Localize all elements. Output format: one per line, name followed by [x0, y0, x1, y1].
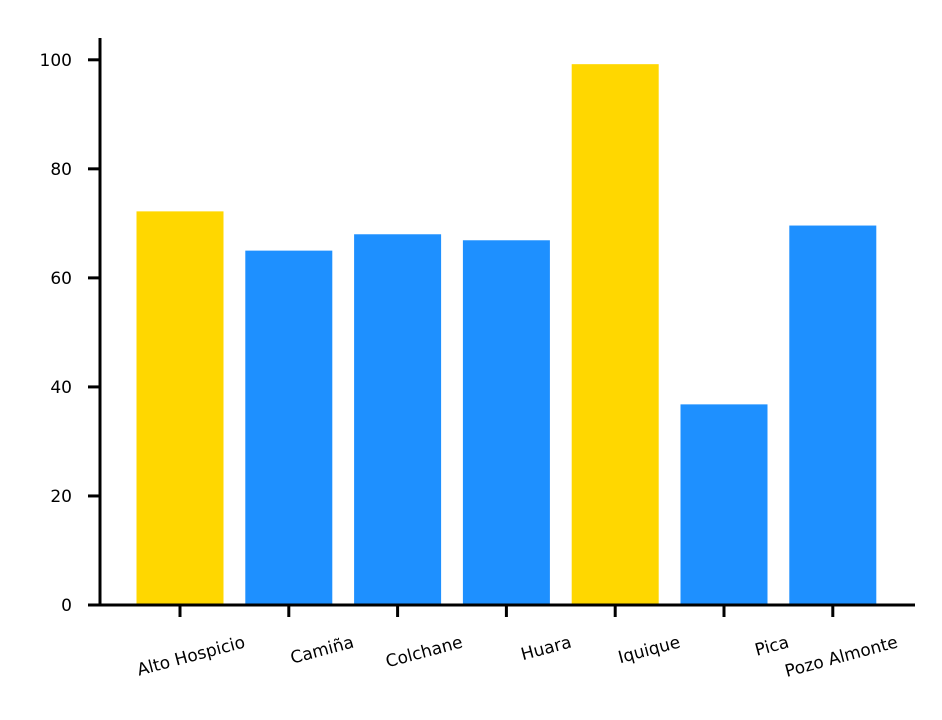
y-tick-label: 20 [50, 487, 72, 507]
x-tick-label: Alto Hospicio [135, 633, 247, 681]
y-tick-label: 40 [50, 378, 72, 398]
x-tick-label: Colchane [384, 633, 465, 673]
y-tick-label: 80 [50, 160, 72, 180]
x-tick-label: Pica [753, 633, 791, 661]
x-tick-label: Huara [519, 633, 574, 666]
bar [789, 225, 877, 606]
x-tick-label: Iquique [616, 633, 682, 669]
x-axis: Alto Hospicio Camiña Colchane Huara Iquique P… [98, 603, 915, 682]
x-tick-label: Pozo Almonte [783, 633, 900, 682]
bar [571, 64, 659, 605]
bar [136, 211, 224, 605]
y-axis: 0 20 40 60 80 100 [40, 38, 102, 616]
bars-group [136, 64, 877, 606]
x-tick-label: Camiña [288, 633, 356, 669]
bar [245, 250, 333, 605]
bar [680, 404, 768, 605]
y-tick-label: 100 [40, 51, 72, 71]
y-tick-label: 0 [61, 596, 72, 616]
bar [354, 234, 442, 605]
y-tick-label: 60 [50, 269, 72, 289]
bar [462, 240, 550, 605]
